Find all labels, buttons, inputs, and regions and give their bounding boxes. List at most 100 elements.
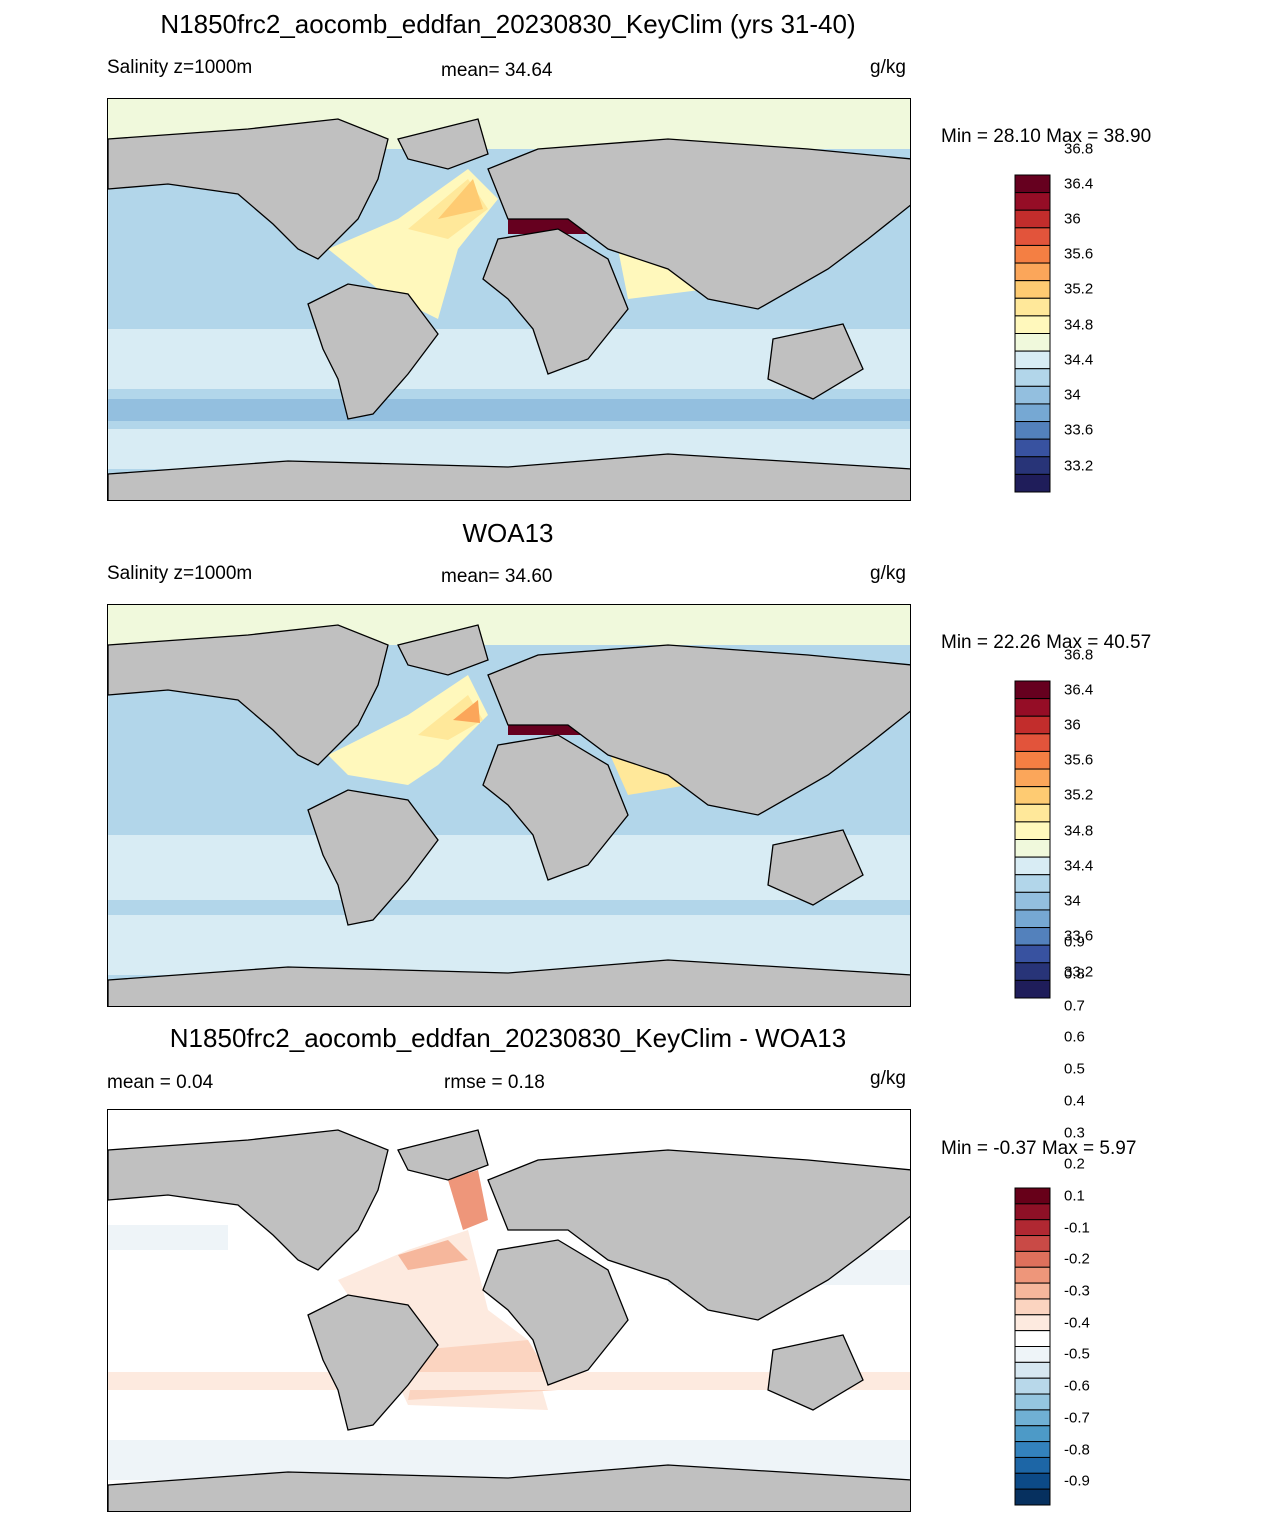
colorbar-tick-label: 33.6 — [1064, 421, 1094, 439]
colorbar-swatch — [1014, 750, 1051, 770]
colorbar-tick-label: 36 — [1064, 716, 1081, 734]
colorbar-swatch — [1014, 333, 1051, 352]
colorbar-tick-label: -0.9 — [1064, 1472, 1090, 1490]
colorbar-swatch — [1014, 1203, 1051, 1221]
colorbar-swatch — [1014, 1266, 1051, 1284]
colorbar-swatch — [1014, 786, 1051, 805]
panel-1-minmax: Min = 28.10 Max = 38.90 — [941, 126, 1152, 147]
panel-1-map — [107, 98, 911, 501]
colorbar-swatch — [1014, 403, 1051, 423]
panel-2-title: WOA13 — [462, 518, 554, 548]
panel-3-map — [107, 1109, 911, 1512]
panel-2-mean-label: mean= 34.60 — [441, 566, 553, 587]
colorbar-swatch — [1014, 315, 1051, 334]
panel-2-variable-label: Salinity z=1000m — [107, 563, 253, 584]
colorbar-tick-label: 0.3 — [1064, 1124, 1085, 1142]
colorbar-tick-label: 35.6 — [1064, 751, 1094, 769]
colorbar-swatch — [1014, 856, 1051, 876]
panel-3-mean-label: mean = 0.04 — [107, 1072, 214, 1093]
panel-3-minmax: Min = -0.37 Max = 5.97 — [941, 1138, 1137, 1159]
panel-3-colorbar — [1014, 1187, 1051, 1506]
colorbar-swatch — [1014, 1298, 1051, 1316]
colorbar-swatch — [1014, 244, 1051, 264]
colorbar-swatch — [1014, 1425, 1051, 1443]
colorbar-swatch — [1014, 1250, 1051, 1268]
colorbar-tick-label: -0.8 — [1064, 1441, 1090, 1459]
colorbar-swatch — [1014, 1393, 1051, 1411]
colorbar-tick-label: 34.8 — [1064, 822, 1094, 840]
colorbar-swatch — [1014, 680, 1051, 700]
colorbar-swatch — [1014, 839, 1051, 858]
colorbar-swatch — [1014, 385, 1051, 405]
colorbar-swatch — [1014, 927, 1051, 946]
colorbar-tick-label: 0.5 — [1064, 1060, 1085, 1078]
panel-1-mean-label: mean= 34.64 — [441, 60, 553, 81]
colorbar-swatch — [1014, 174, 1051, 194]
colorbar-swatch — [1014, 821, 1051, 840]
panel-2-map — [107, 604, 911, 1007]
colorbar-swatch — [1014, 1282, 1051, 1300]
colorbar-swatch — [1014, 368, 1051, 387]
colorbar-tick-label: 36.8 — [1064, 140, 1094, 158]
panel-3-continents — [108, 1129, 910, 1511]
panel-3-units: g/kg — [870, 1068, 906, 1089]
colorbar-swatch — [1014, 1314, 1051, 1332]
panel-1-units: g/kg — [870, 57, 906, 78]
colorbar-swatch — [1014, 297, 1051, 317]
colorbar-tick-label: 36.4 — [1064, 681, 1094, 699]
colorbar-swatch — [1014, 209, 1051, 229]
colorbar-swatch — [1014, 909, 1051, 929]
colorbar-swatch — [1014, 421, 1051, 440]
panel-3-title: N1850frc2_aocomb_eddfan_20230830_KeyClim… — [169, 1023, 847, 1053]
colorbar-tick-label: 35.2 — [1064, 786, 1094, 804]
colorbar-swatch — [1014, 280, 1051, 299]
colorbar-swatch — [1014, 1456, 1051, 1474]
colorbar-swatch — [1014, 473, 1051, 493]
colorbar-tick-label: 36 — [1064, 210, 1081, 228]
colorbar-tick-label: -0.7 — [1064, 1409, 1090, 1427]
colorbar-tick-label: 0.2 — [1064, 1155, 1085, 1173]
panel-1-variable-label: Salinity z=1000m — [107, 57, 253, 78]
colorbar-swatch — [1014, 192, 1051, 211]
colorbar-tick-label: -0.3 — [1064, 1282, 1090, 1300]
colorbar-swatch — [1014, 874, 1051, 893]
colorbar-swatch — [1014, 456, 1051, 475]
colorbar-swatch — [1014, 1488, 1051, 1506]
colorbar-tick-label: -0.2 — [1064, 1250, 1090, 1268]
colorbar-swatch — [1014, 1235, 1051, 1252]
colorbar-swatch — [1014, 350, 1051, 370]
colorbar-tick-label: -0.5 — [1064, 1345, 1090, 1363]
colorbar-tick-label: -0.6 — [1064, 1377, 1090, 1395]
colorbar-tick-label: 0.6 — [1064, 1028, 1085, 1046]
panel-2-colorbar — [1014, 680, 1051, 999]
colorbar-swatch — [1014, 944, 1051, 964]
colorbar-tick-label: 0.4 — [1064, 1092, 1085, 1110]
colorbar-swatch — [1014, 1361, 1051, 1379]
colorbar-tick-label: -0.4 — [1064, 1314, 1090, 1332]
colorbar-swatch — [1014, 1377, 1051, 1395]
colorbar-swatch — [1014, 1441, 1051, 1458]
colorbar-tick-label: 34.4 — [1064, 857, 1094, 875]
colorbar-tick-label: 34 — [1064, 892, 1081, 910]
colorbar-swatch — [1014, 1409, 1051, 1427]
colorbar-swatch — [1014, 1187, 1051, 1205]
panel-2-minmax: Min = 22.26 Max = 40.57 — [941, 632, 1152, 653]
colorbar-tick-label: -0.1 — [1064, 1219, 1090, 1237]
colorbar-swatch — [1014, 262, 1051, 282]
colorbar-swatch — [1014, 438, 1051, 458]
colorbar-tick-label: 35.6 — [1064, 245, 1094, 263]
colorbar-swatch — [1014, 962, 1051, 981]
colorbar-tick-label: 0.9 — [1064, 933, 1085, 951]
colorbar-swatch — [1014, 733, 1051, 752]
colorbar-tick-label: 34.4 — [1064, 351, 1094, 369]
colorbar-swatch — [1014, 1219, 1051, 1237]
colorbar-swatch — [1014, 698, 1051, 717]
colorbar-tick-label: 33.2 — [1064, 963, 1094, 981]
colorbar-swatch — [1014, 1330, 1051, 1347]
panel-1-colorbar — [1014, 174, 1051, 493]
colorbar-tick-label: 0.8 — [1064, 965, 1085, 983]
colorbar-swatch — [1014, 768, 1051, 788]
colorbar-swatch — [1014, 1472, 1051, 1490]
panel-1-title: N1850frc2_aocomb_eddfan_20230830_KeyClim… — [160, 9, 856, 39]
